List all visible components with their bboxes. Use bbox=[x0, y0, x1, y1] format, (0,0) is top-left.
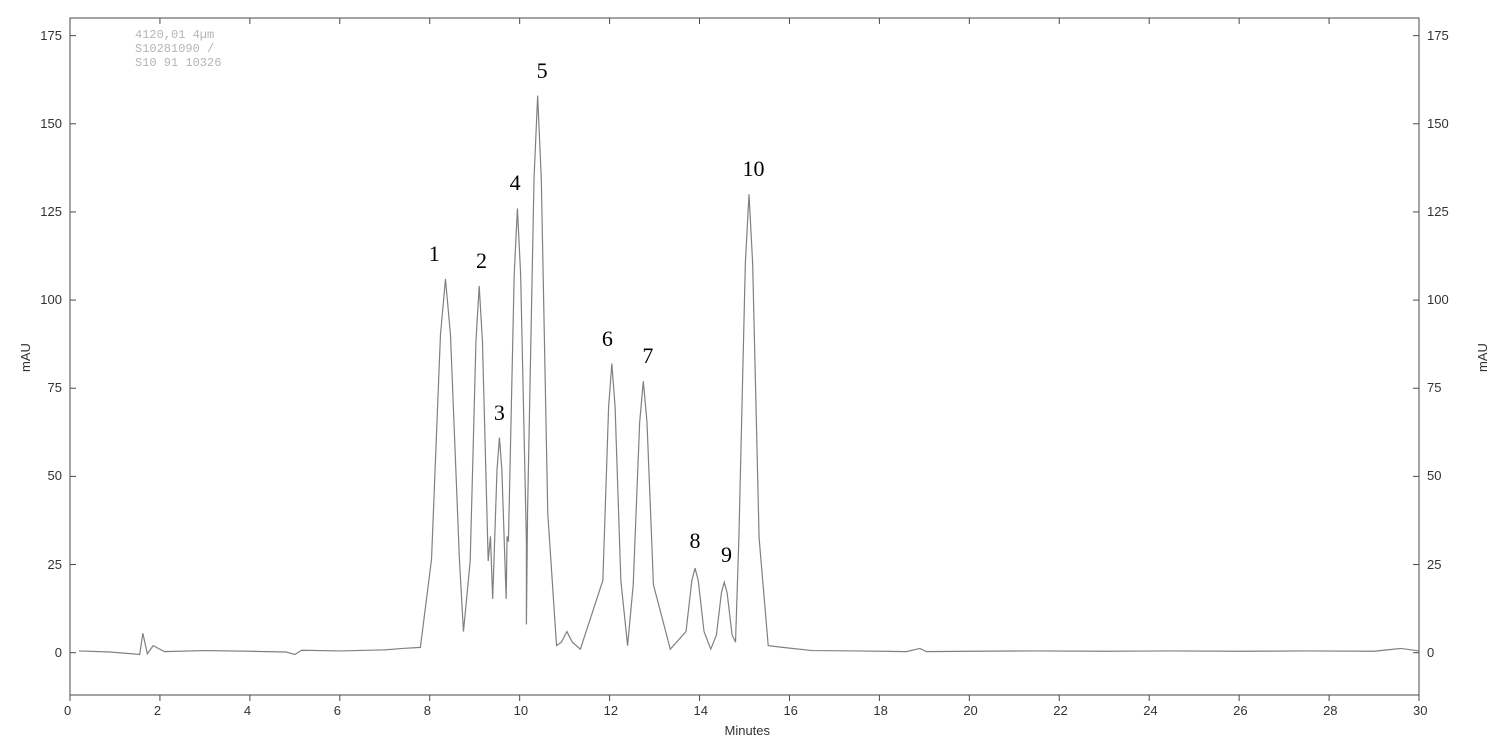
peak-label-6: 6 bbox=[602, 326, 613, 352]
y-left-tick-label: 175 bbox=[40, 28, 62, 43]
y-left-tick-label: 100 bbox=[40, 292, 62, 307]
peak-label-4: 4 bbox=[510, 170, 521, 196]
x-tick-label: 12 bbox=[604, 703, 618, 718]
peak-label-10: 10 bbox=[742, 156, 764, 182]
x-tick-label: 28 bbox=[1323, 703, 1337, 718]
y-left-tick-label: 25 bbox=[48, 557, 62, 572]
x-tick-label: 26 bbox=[1233, 703, 1247, 718]
x-tick-label: 2 bbox=[154, 703, 161, 718]
y-right-tick-label: 50 bbox=[1427, 468, 1441, 483]
x-tick-label: 20 bbox=[963, 703, 977, 718]
y-axis-right-label: mAU bbox=[1475, 343, 1489, 372]
y-right-tick-label: 125 bbox=[1427, 204, 1449, 219]
peak-label-2: 2 bbox=[476, 248, 487, 274]
x-tick-label: 24 bbox=[1143, 703, 1157, 718]
peak-label-5: 5 bbox=[537, 58, 548, 84]
y-left-tick-label: 150 bbox=[40, 116, 62, 131]
x-tick-label: 16 bbox=[783, 703, 797, 718]
peak-label-8: 8 bbox=[690, 528, 701, 554]
y-axis-left-label: mAU bbox=[18, 343, 33, 372]
y-right-tick-label: 100 bbox=[1427, 292, 1449, 307]
y-right-tick-label: 175 bbox=[1427, 28, 1449, 43]
x-tick-label: 8 bbox=[424, 703, 431, 718]
y-right-tick-label: 25 bbox=[1427, 557, 1441, 572]
x-axis-label: Minutes bbox=[725, 723, 771, 738]
x-tick-label: 14 bbox=[694, 703, 708, 718]
x-tick-label: 0 bbox=[64, 703, 71, 718]
y-left-tick-label: 75 bbox=[48, 380, 62, 395]
chromatogram-plot bbox=[0, 0, 1489, 755]
y-left-tick-label: 125 bbox=[40, 204, 62, 219]
peak-label-7: 7 bbox=[642, 343, 653, 369]
x-tick-label: 30 bbox=[1413, 703, 1427, 718]
x-tick-label: 6 bbox=[334, 703, 341, 718]
y-left-tick-label: 50 bbox=[48, 468, 62, 483]
x-tick-label: 10 bbox=[514, 703, 528, 718]
y-left-tick-label: 0 bbox=[55, 645, 62, 660]
x-tick-label: 18 bbox=[873, 703, 887, 718]
x-tick-label: 4 bbox=[244, 703, 251, 718]
peak-label-9: 9 bbox=[721, 542, 732, 568]
y-right-tick-label: 75 bbox=[1427, 380, 1441, 395]
y-right-tick-label: 150 bbox=[1427, 116, 1449, 131]
legend-box: 4120,01 4µm S10281090 / S10 91 10326 bbox=[135, 28, 221, 70]
peak-label-3: 3 bbox=[494, 400, 505, 426]
x-tick-label: 22 bbox=[1053, 703, 1067, 718]
y-right-tick-label: 0 bbox=[1427, 645, 1434, 660]
peak-label-1: 1 bbox=[429, 241, 440, 267]
